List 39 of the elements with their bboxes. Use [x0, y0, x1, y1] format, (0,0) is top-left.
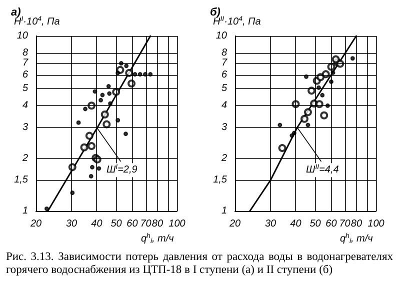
y-tick-label: 10 [16, 30, 28, 42]
y-tick-label: 8 [221, 47, 228, 58]
y-tick-label: 4 [221, 100, 228, 112]
y-tick-label: 5 [221, 83, 228, 94]
y-tick-label: 6 [221, 69, 228, 80]
y-tick-label: 6 [22, 69, 28, 80]
y-tick-label: 2 [21, 152, 28, 164]
chart-title: а) [11, 6, 22, 18]
y-tick-label: 3 [221, 122, 228, 134]
y-tick-label: 7 [221, 58, 228, 69]
y-tick-label: 8 [22, 47, 28, 58]
x-tick-label: 50 [110, 218, 122, 230]
x-tick-label: 80 [350, 218, 362, 230]
x-tick-label: 70 [140, 218, 152, 230]
x-tick-label: 50 [310, 218, 322, 230]
x-tick-label: 100 [168, 218, 186, 230]
text: Рис. 3.13. Зависимости потерь давления от расхода воды в водонагревателях горячего водоснабжения из ЦТП-18 в I ступени (а) и II ступени (б) [6, 251, 393, 277]
x-tick-label: 80 [152, 218, 164, 230]
chart-title: б) [210, 6, 221, 18]
x-tick-label: 60 [126, 218, 138, 230]
x-tick-label: 100 [368, 218, 385, 230]
x-tick-label: 70 [339, 218, 351, 230]
x-tick-label: 40 [290, 218, 302, 230]
x-tick-label: 20 [228, 218, 241, 230]
y-tick-label: 2 [220, 152, 228, 164]
x-tick-label: 60 [326, 218, 338, 230]
x-tick-label: 30 [66, 218, 78, 230]
y-tick-label: 1,5 [14, 174, 28, 186]
y-tick-label: 7 [22, 58, 28, 69]
y-tick-label: 1,5 [213, 174, 228, 186]
y-tick-label: 1 [22, 206, 28, 216]
x-tick-label: 40 [91, 218, 103, 230]
x-tick-label: 20 [29, 218, 42, 230]
y-tick-label: 10 [216, 30, 228, 42]
y-tick-label: 3 [22, 122, 28, 134]
y-tick-label: 1 [221, 206, 227, 216]
y-tick-label: 4 [22, 100, 28, 112]
x-tick-label: 30 [264, 218, 277, 230]
y-tick-label: 5 [22, 83, 28, 94]
